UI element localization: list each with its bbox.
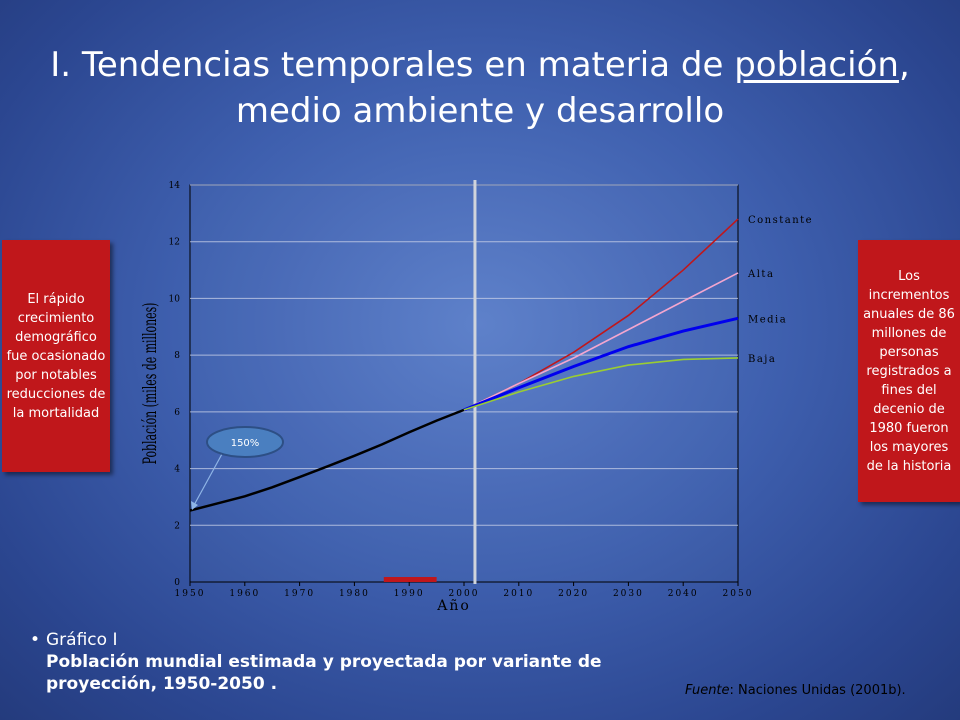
- y-tick-label: 8: [174, 351, 180, 361]
- plot-area: [189, 184, 739, 583]
- y-tick-label: 4: [174, 465, 180, 475]
- series-line-historical: [189, 408, 465, 512]
- highlight-bar: [383, 577, 437, 582]
- y-tick-label: 2: [174, 521, 180, 531]
- series-line-alta: [463, 272, 739, 411]
- x-tick-label: 1950: [175, 589, 206, 599]
- title-underlined-word: población: [734, 45, 899, 85]
- title-part2: ,: [898, 45, 910, 85]
- title-part1: I. Tendencias temporales en materia de: [50, 45, 735, 85]
- y-tick-label: 12: [169, 238, 180, 248]
- x-tick-label: 2030: [613, 589, 644, 599]
- series-label: Constante: [748, 215, 813, 226]
- x-tick-label: 2000: [449, 589, 480, 599]
- x-tick-label: 2050: [723, 589, 754, 599]
- x-tick-label: 2020: [558, 589, 589, 599]
- series-label: Baja: [748, 354, 776, 365]
- y-tick-label: 0: [174, 578, 180, 588]
- slide-title: I. Tendencias temporales en materia de p…: [20, 42, 940, 134]
- series-line-media: [463, 316, 739, 412]
- series-label: Alta: [747, 269, 774, 280]
- y-axis-title: Población (miles de millones): [139, 303, 161, 465]
- caption-description: Población mundial estimada y proyectada …: [46, 652, 602, 694]
- callout-arrowhead: [191, 501, 198, 510]
- caption-label: Gráfico I: [46, 630, 118, 650]
- x-tick-label: 1970: [284, 589, 315, 599]
- y-tick-label: 10: [169, 294, 181, 304]
- title-line2: medio ambiente y desarrollo: [235, 91, 725, 131]
- source-note: Fuente: Naciones Unidas (2001b).: [685, 683, 906, 698]
- source-text: : Naciones Unidas (2001b).: [729, 683, 906, 698]
- x-axis-title: Año: [436, 598, 471, 614]
- x-tick-label: 1980: [339, 589, 370, 599]
- callout-arrow: [192, 453, 223, 508]
- y-tick-label: 6: [174, 408, 180, 418]
- callout-text: 150%: [231, 438, 260, 449]
- left-note-text: El rápido crecimiento demográfico fue oc…: [6, 291, 106, 421]
- x-tick-label: 2010: [503, 589, 534, 599]
- x-tick-label: 1990: [394, 589, 425, 599]
- x-tick-label: 2040: [668, 589, 699, 599]
- right-note-box: Los incrementos anuales de 86 millones d…: [858, 240, 960, 502]
- series-line-baja: [463, 357, 739, 411]
- source-label: Fuente: [685, 683, 730, 698]
- bullet-icon: •: [30, 630, 41, 650]
- series-label: Media: [748, 314, 787, 325]
- y-tick-label: 14: [169, 181, 181, 191]
- right-note-text: Los incrementos anuales de 86 millones d…: [863, 268, 955, 474]
- x-tick-label: 1960: [229, 589, 260, 599]
- callout-bubble: [206, 426, 284, 458]
- left-note-box: El rápido crecimiento demográfico fue oc…: [2, 240, 110, 472]
